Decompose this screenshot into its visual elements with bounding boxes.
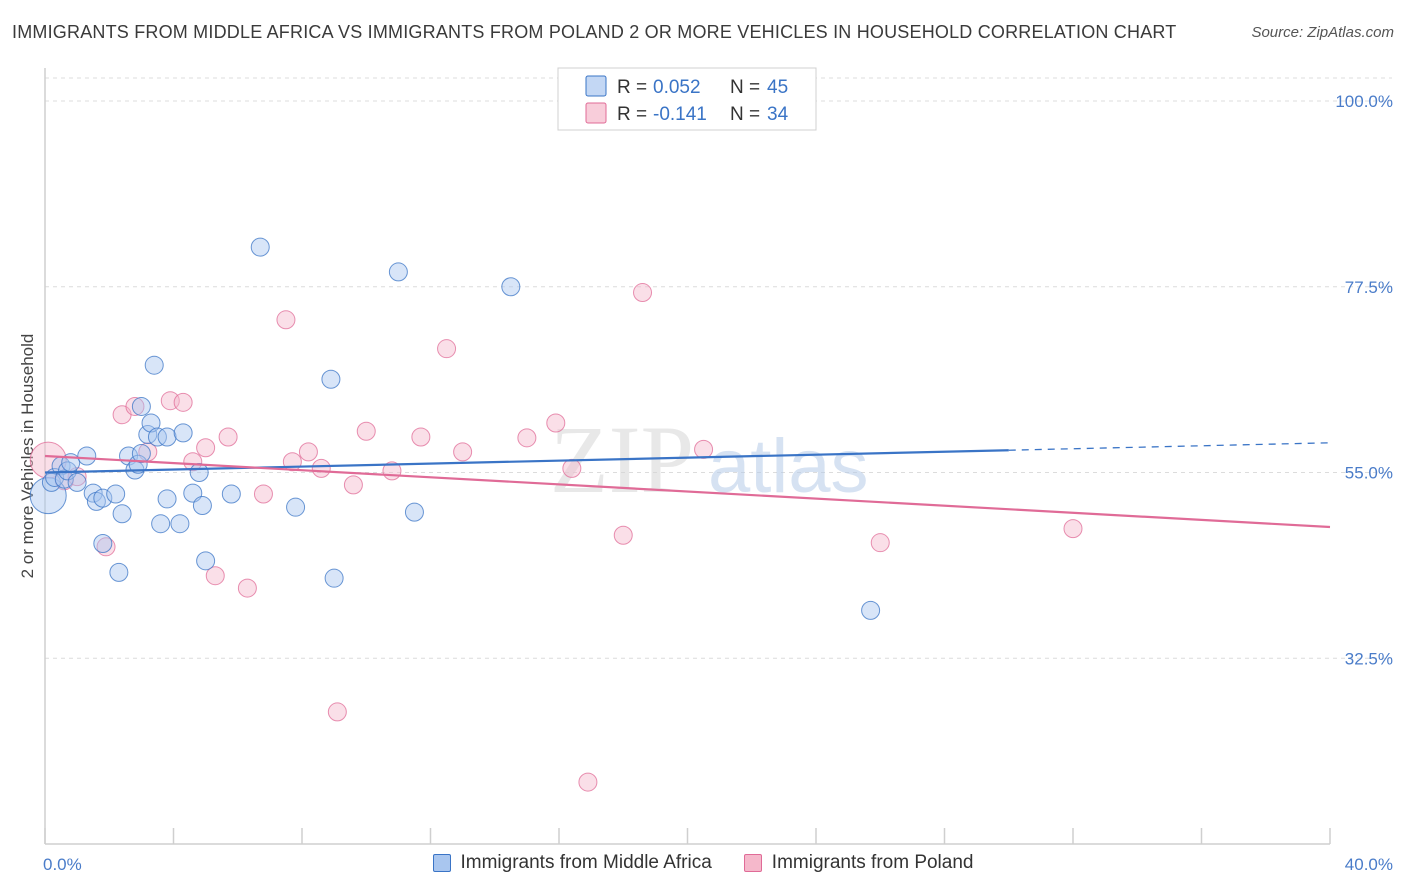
legend-swatch-pink [585, 102, 607, 124]
series-legend: Immigrants from Middle Africa Immigrants… [0, 852, 1406, 874]
legend-r-label-1: R = [617, 77, 647, 98]
series-swatch-blue [432, 854, 451, 872]
legend-swatch-blue [585, 75, 607, 97]
point-middle-africa [196, 551, 216, 571]
point-poland [196, 438, 216, 458]
chart-title: IMMIGRANTS FROM MIDDLE AFRICA VS IMMIGRA… [12, 22, 1177, 42]
x-ticks [44, 828, 1331, 844]
point-middle-africa [151, 514, 171, 534]
trend-line-poland [44, 454, 1331, 529]
y-tick-label-1: 77.5% [1345, 278, 1393, 297]
point-middle-africa [147, 427, 167, 447]
point-poland [633, 283, 653, 303]
point-poland [218, 427, 238, 447]
point-poland [276, 310, 296, 330]
point-middle-africa [144, 355, 164, 375]
point-middle-africa [141, 413, 161, 433]
point-poland [311, 458, 331, 478]
series-name-middle-africa: Immigrants from Middle Africa [460, 852, 712, 873]
point-middle-africa [131, 444, 151, 464]
y-tick-label-0: 100.0% [1335, 92, 1393, 111]
point-middle-africa [189, 463, 209, 483]
point-poland [453, 442, 473, 462]
point-poland [1063, 519, 1083, 539]
point-middle-africa [29, 477, 67, 515]
point-middle-africa [173, 423, 193, 443]
point-middle-africa [157, 489, 177, 509]
point-middle-africa [192, 496, 212, 516]
x-tick-label-1: 40.0% [1345, 855, 1393, 874]
point-middle-africa [106, 484, 126, 504]
point-poland [125, 396, 145, 416]
point-middle-africa [128, 454, 148, 474]
legend-n-label-1: N = [730, 77, 760, 98]
point-poland [343, 475, 363, 495]
point-middle-africa [131, 396, 151, 416]
point-middle-africa [286, 497, 306, 517]
point-middle-africa [324, 568, 344, 588]
point-poland [613, 525, 633, 545]
series-legend-item-poland: Immigrants from Poland [743, 852, 974, 874]
point-middle-africa [157, 427, 177, 447]
source-label: Source: ZipAtlas.com [1251, 24, 1394, 41]
legend-r-label-2: R = [617, 104, 647, 125]
series-name-poland: Immigrants from Poland [771, 852, 974, 873]
point-poland [437, 339, 457, 359]
point-poland [411, 427, 431, 447]
legend-n-value-2: 34 [767, 104, 789, 125]
point-middle-africa [77, 446, 97, 466]
point-middle-africa [221, 484, 241, 504]
x-tick-labels: 0.0% 40.0% [43, 855, 1393, 874]
trend-line-extension-middle-africa [1008, 442, 1331, 451]
point-middle-africa [93, 488, 113, 508]
legend-n-label-2: N = [730, 104, 760, 125]
point-poland [694, 439, 714, 459]
y-tick-label-2: 55.0% [1345, 464, 1393, 483]
point-poland [205, 566, 225, 586]
point-poland [173, 392, 193, 412]
point-middle-africa [404, 502, 424, 522]
point-middle-africa [250, 237, 270, 257]
data-points [29, 237, 1083, 792]
point-middle-africa [67, 472, 87, 492]
gridlines [45, 77, 1392, 659]
point-middle-africa [501, 277, 521, 297]
point-poland [298, 442, 318, 462]
legend-n-value-1: 45 [767, 77, 788, 98]
point-middle-africa [170, 514, 190, 534]
point-poland [870, 533, 890, 553]
point-poland [183, 452, 203, 472]
point-middle-africa [321, 369, 341, 389]
point-poland [546, 413, 566, 433]
point-poland [517, 428, 537, 448]
point-poland [96, 537, 116, 557]
point-middle-africa [861, 600, 881, 620]
point-middle-africa [112, 504, 132, 524]
point-poland [253, 484, 273, 504]
y-tick-labels: 100.0% 77.5% 55.0% 32.5% [1335, 92, 1393, 668]
y-tick-label-3: 32.5% [1345, 649, 1393, 668]
series-swatch-pink [743, 854, 762, 872]
point-poland [356, 421, 376, 441]
trend-lines [44, 442, 1331, 529]
point-poland [578, 772, 598, 792]
trend-line-middle-africa [44, 449, 1009, 474]
point-poland [327, 702, 347, 722]
x-tick-label-0: 0.0% [43, 855, 82, 874]
point-middle-africa [109, 562, 129, 582]
legend: R = 0.052 N = 45 R = -0.141 N = 34 [557, 67, 817, 131]
series-legend-item-middle-africa: Immigrants from Middle Africa [432, 852, 712, 874]
legend-r-value-1: 0.052 [653, 77, 701, 98]
point-poland [237, 578, 257, 598]
point-poland [282, 452, 302, 472]
legend-r-value-2: -0.141 [653, 104, 707, 125]
point-poland [562, 458, 582, 478]
point-middle-africa [93, 534, 113, 554]
point-middle-africa [388, 262, 408, 282]
